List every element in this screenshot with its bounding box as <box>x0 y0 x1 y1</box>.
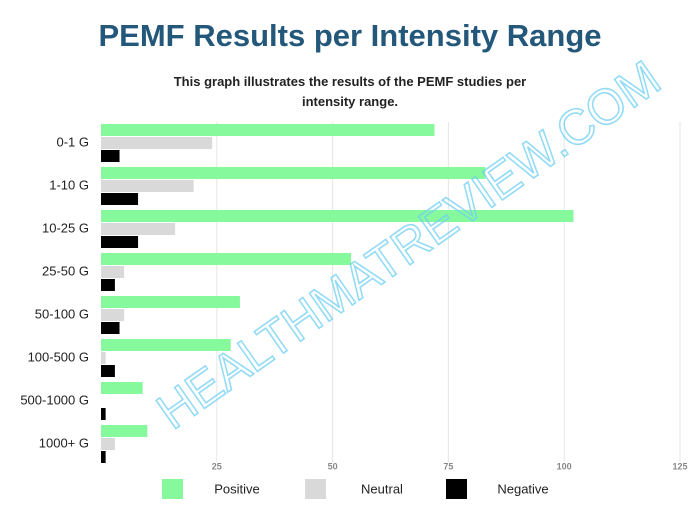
legend-label: Negative <box>497 481 548 496</box>
bar <box>101 425 148 437</box>
y-tick-label: 25-50 G <box>42 263 89 278</box>
bar <box>101 296 240 308</box>
bar <box>101 382 143 394</box>
bar <box>101 253 352 265</box>
legend-label: Positive <box>214 481 260 496</box>
y-tick-label: 500-1000 G <box>20 392 89 407</box>
bar <box>101 279 115 291</box>
bar <box>101 352 106 364</box>
bar <box>101 339 231 351</box>
bar <box>101 167 486 179</box>
bar <box>101 124 435 136</box>
bar <box>101 322 120 334</box>
bar <box>101 223 176 235</box>
bar <box>101 236 139 248</box>
bar <box>101 365 115 377</box>
legend-swatch <box>446 479 467 499</box>
chart-subtitle: This graph illustrates the results of th… <box>173 74 527 109</box>
x-tick-label: 75 <box>443 461 453 471</box>
y-tick-label: 1000+ G <box>39 435 89 450</box>
chart-title: PEMF Results per Intensity Range <box>98 18 602 53</box>
y-tick-label: 1-10 G <box>49 177 89 192</box>
x-tick-label: 50 <box>328 461 338 471</box>
legend-swatch <box>305 479 326 499</box>
bar <box>101 180 194 192</box>
legend-swatch <box>162 479 183 499</box>
y-tick-label: 0-1 G <box>56 134 89 149</box>
bar <box>101 150 120 162</box>
y-tick-label: 10-25 G <box>42 220 89 235</box>
bar <box>101 137 213 149</box>
y-tick-label: 100-500 G <box>28 349 89 364</box>
y-tick-label: 50-100 G <box>35 306 89 321</box>
bar <box>101 309 125 321</box>
bar <box>101 266 125 278</box>
bar <box>101 408 106 420</box>
legend-label: Neutral <box>361 481 403 496</box>
bar <box>101 210 574 222</box>
bar <box>101 193 139 205</box>
bar <box>101 451 106 463</box>
x-tick-label: 125 <box>672 461 687 471</box>
x-tick-label: 100 <box>557 461 572 471</box>
bar <box>101 438 115 450</box>
x-tick-label: 25 <box>212 461 222 471</box>
